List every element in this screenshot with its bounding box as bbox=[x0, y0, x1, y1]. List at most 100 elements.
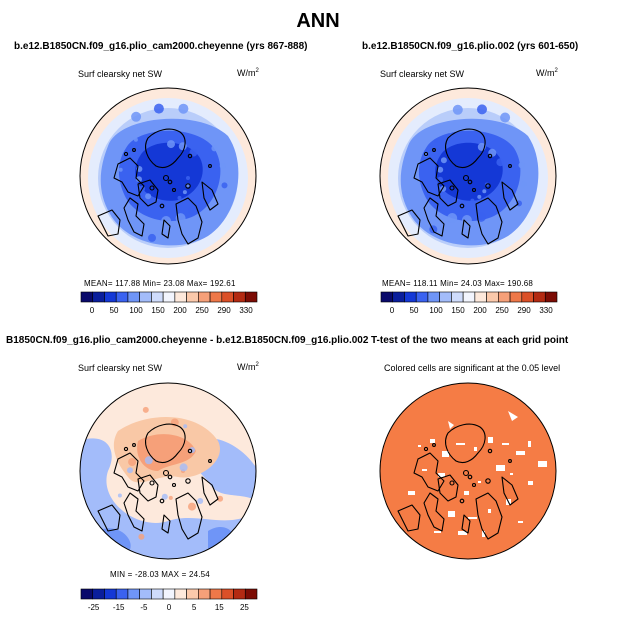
panel-3-title: B1850CN.f09_g16.plio_cam2000.cheyenne - … bbox=[6, 335, 369, 346]
colorbar-tick-label: 15 bbox=[215, 603, 224, 612]
panel-3-colorbar: -25 -15 -5 0 5 15 25 bbox=[80, 588, 258, 612]
colorbar-swatch bbox=[533, 291, 546, 303]
colorbar-tick-label: 0 bbox=[167, 603, 172, 612]
panel-3-field-label: Surf clearsky net SW bbox=[78, 363, 163, 373]
coastline-group bbox=[397, 128, 519, 245]
island-outline bbox=[167, 474, 173, 480]
colorbar-swatch bbox=[80, 291, 94, 303]
non-significant-cell bbox=[418, 445, 421, 447]
non-significant-cell bbox=[448, 421, 454, 429]
colorbar-swatch bbox=[404, 291, 417, 303]
island-outline bbox=[467, 179, 473, 185]
colorbar-swatch bbox=[174, 588, 187, 600]
panel-4-title: T-test of the two means at each grid poi… bbox=[371, 335, 569, 346]
colorbar-swatch bbox=[198, 291, 211, 303]
coastline bbox=[175, 492, 203, 540]
colorbar-swatch bbox=[115, 588, 129, 600]
panel-4-field-label: Colored cells are significant at the 0.0… bbox=[384, 363, 561, 373]
colorbar-tick-label: 100 bbox=[429, 306, 443, 315]
colorbar-swatch bbox=[415, 291, 429, 303]
non-significant-cell bbox=[482, 531, 485, 537]
field-patch bbox=[211, 145, 218, 152]
panel-1-polar-map bbox=[79, 87, 257, 265]
island-outline bbox=[485, 183, 491, 189]
island-outline bbox=[487, 153, 493, 159]
field-patch bbox=[447, 213, 458, 223]
colorbar-swatch bbox=[151, 291, 164, 303]
colorbar-swatch bbox=[451, 291, 464, 303]
field-patch bbox=[402, 191, 411, 200]
panel-3-units: W/m2 bbox=[237, 362, 259, 372]
coastline bbox=[461, 219, 471, 239]
colorbar-swatch bbox=[186, 291, 199, 303]
coastline bbox=[423, 197, 445, 237]
coastline bbox=[475, 197, 503, 245]
colorbar-swatch bbox=[427, 291, 440, 303]
field-patch bbox=[224, 484, 228, 489]
non-significant-cell bbox=[488, 437, 493, 443]
colorbar-tick-label: 200 bbox=[473, 306, 487, 315]
non-significant-cell bbox=[430, 439, 435, 443]
field-patch bbox=[496, 158, 505, 167]
field-patch bbox=[167, 140, 175, 149]
non-significant-cell bbox=[538, 461, 547, 467]
island-outline bbox=[485, 478, 491, 484]
island-outline bbox=[508, 459, 512, 463]
colorbar-tick-label: -5 bbox=[140, 603, 148, 612]
non-significant-cell bbox=[422, 469, 427, 471]
field-patch bbox=[178, 103, 189, 114]
field-patch bbox=[161, 493, 168, 500]
non-significant-cell bbox=[474, 447, 477, 451]
field-patch bbox=[127, 467, 133, 474]
coastline bbox=[461, 514, 471, 534]
island-outline bbox=[449, 185, 455, 191]
colorbar-tick-label: 0 bbox=[390, 306, 395, 315]
colorbar-tick-label: 5 bbox=[192, 603, 197, 612]
non-significant-cell bbox=[516, 451, 525, 455]
island-outline bbox=[432, 148, 436, 152]
colorbar-swatch bbox=[209, 291, 223, 303]
colorbar-tick-label: 0 bbox=[90, 306, 95, 315]
colorbar-tick-label: -15 bbox=[113, 603, 125, 612]
colorbar-tick-label: 290 bbox=[217, 306, 231, 315]
field-patch bbox=[186, 176, 190, 180]
colorbar-tick-label: -25 bbox=[88, 603, 100, 612]
coastline bbox=[123, 492, 145, 532]
non-significant-cell bbox=[502, 443, 509, 445]
field-patch bbox=[131, 111, 142, 122]
panel-2-field-label: Surf clearsky net SW bbox=[380, 69, 465, 79]
field-patch bbox=[189, 447, 196, 453]
coastline bbox=[145, 423, 186, 464]
non-significant-cell bbox=[458, 531, 467, 535]
field-patch bbox=[148, 233, 156, 242]
coastline bbox=[475, 492, 503, 540]
non-significant-cell bbox=[518, 521, 523, 523]
non-significant-cell bbox=[442, 451, 449, 457]
field-patch bbox=[500, 112, 511, 123]
field-patch bbox=[136, 176, 142, 183]
colorbar-swatch bbox=[392, 291, 405, 303]
coastline bbox=[137, 474, 159, 502]
coastline bbox=[201, 181, 219, 211]
field-patch bbox=[470, 198, 475, 203]
island-outline bbox=[123, 446, 129, 452]
non-significant-cell bbox=[478, 481, 481, 483]
colorbar-tick-label: 330 bbox=[239, 306, 253, 315]
colorbar-swatch bbox=[127, 588, 140, 600]
colorbar-swatch bbox=[498, 291, 511, 303]
colorbar-swatch bbox=[509, 291, 523, 303]
island-outline bbox=[423, 151, 429, 157]
non-significant-cell bbox=[464, 491, 469, 495]
field-patch bbox=[197, 498, 204, 504]
coastline-group bbox=[97, 128, 219, 245]
island-outline bbox=[132, 148, 136, 152]
coastline bbox=[175, 197, 203, 245]
island-outline bbox=[208, 459, 212, 463]
island-outline bbox=[487, 448, 493, 454]
panel-2-polar-map bbox=[379, 87, 557, 265]
non-significant-cell bbox=[508, 411, 518, 421]
island-outline bbox=[423, 446, 429, 452]
panel-1-field-label: Surf clearsky net SW bbox=[78, 69, 163, 79]
non-significant-cell bbox=[468, 517, 477, 519]
colorbar-swatch bbox=[104, 291, 117, 303]
